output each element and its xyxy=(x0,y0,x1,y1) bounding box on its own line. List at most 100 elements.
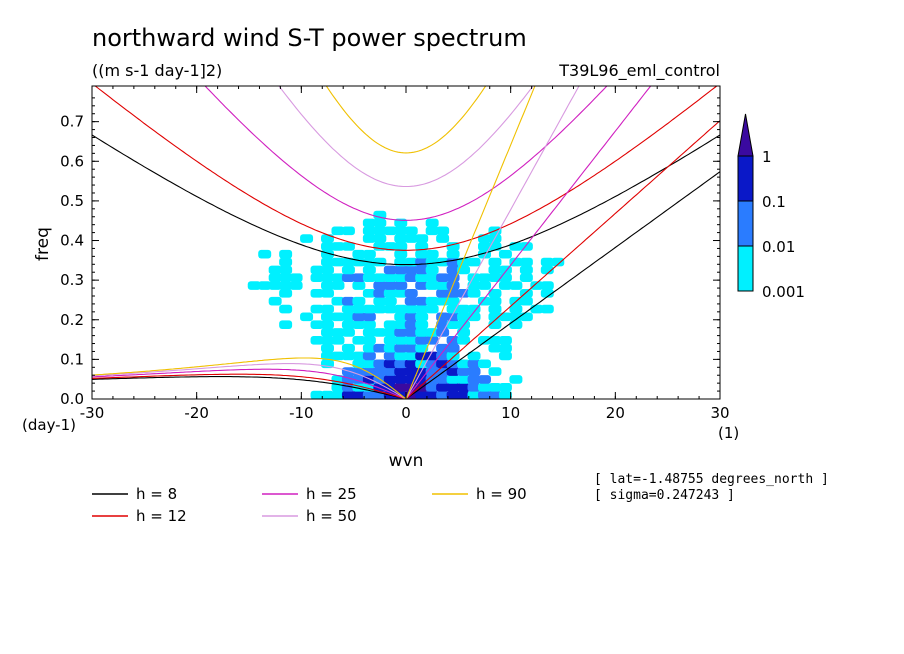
contour-cell xyxy=(519,312,533,322)
contour-cell xyxy=(362,328,376,337)
contour-cell xyxy=(352,281,366,290)
contour-cell xyxy=(279,289,293,298)
contour-cell xyxy=(404,234,418,243)
contour-cell xyxy=(362,234,376,243)
contour-cell xyxy=(341,296,355,306)
dispersion-curve xyxy=(204,86,608,221)
contour-cell xyxy=(425,218,439,228)
contour-cell xyxy=(331,296,345,306)
contour-cell xyxy=(394,265,408,275)
contour-cell xyxy=(478,359,491,369)
colorbar-segment xyxy=(737,245,754,292)
contour-cell xyxy=(362,343,376,353)
contour-cell xyxy=(394,328,408,337)
contour-cell xyxy=(352,320,366,329)
chart-units: ((m s-1 day-1]2) xyxy=(92,61,222,80)
contour-cell xyxy=(488,343,502,353)
contour-cell xyxy=(436,289,450,298)
contour-cell xyxy=(341,328,355,337)
contour-cell xyxy=(310,265,324,275)
dispersion-curve xyxy=(405,120,720,399)
contour-cell xyxy=(425,390,439,399)
contour-cell xyxy=(498,249,512,259)
contour-cell xyxy=(362,289,376,298)
contour-cell xyxy=(362,320,376,329)
contour-cell xyxy=(341,265,355,275)
contour-cell xyxy=(404,273,418,283)
contour-cell xyxy=(467,351,481,361)
contour-cell xyxy=(446,367,460,376)
contour-cell xyxy=(457,328,471,337)
contour-cell xyxy=(404,336,418,345)
contour-cell xyxy=(321,257,334,267)
contour-cell xyxy=(457,375,471,384)
contour-cell xyxy=(394,320,408,329)
contour-cell xyxy=(373,257,387,267)
contour-cell xyxy=(383,265,397,275)
contour-cell xyxy=(394,312,408,322)
spectrum-contours xyxy=(247,210,565,399)
dispersion-curve xyxy=(278,86,534,188)
contour-cell xyxy=(341,273,355,283)
contour-cell xyxy=(310,289,324,298)
contour-cell xyxy=(394,382,408,392)
contour-cell xyxy=(394,351,408,361)
contour-cell xyxy=(352,273,366,283)
contour-cell xyxy=(331,257,345,267)
contour-cell xyxy=(331,390,345,399)
contour-cell xyxy=(331,273,345,283)
contour-cell xyxy=(519,242,533,251)
contour-cell xyxy=(467,289,481,298)
contour-cell xyxy=(341,390,355,399)
legend-label: h = 50 xyxy=(306,507,357,525)
contour-cell xyxy=(383,226,397,236)
contour-cell xyxy=(383,375,397,384)
contour-cell xyxy=(247,281,261,290)
contour-cell xyxy=(488,296,502,306)
contour-cell xyxy=(310,336,324,345)
x-tick-label: -30 xyxy=(80,404,105,422)
contour-cell xyxy=(341,343,355,353)
contour-cell xyxy=(383,281,397,290)
contour-cell xyxy=(446,375,460,384)
contour-cell xyxy=(498,382,512,392)
contour-cell xyxy=(425,296,439,306)
contour-cell xyxy=(321,312,334,322)
contour-cell xyxy=(478,336,491,345)
contour-cell xyxy=(478,382,491,392)
contour-cell xyxy=(436,281,450,290)
contour-cell xyxy=(362,226,376,236)
contour-cell xyxy=(551,257,565,267)
contour-cell xyxy=(488,336,502,345)
contour-cell xyxy=(519,265,533,275)
latitude-note: [ lat=-1.48755 degrees_north ] xyxy=(594,472,829,487)
contour-cell xyxy=(488,257,502,267)
contour-cell xyxy=(310,390,324,399)
contour-cell xyxy=(341,242,355,251)
contour-cell xyxy=(383,367,397,376)
contour-cell xyxy=(373,328,387,337)
contour-cell xyxy=(373,367,387,376)
contour-cell xyxy=(415,336,429,345)
contour-cell xyxy=(467,375,481,384)
contour-cell xyxy=(446,343,460,353)
contour-cell xyxy=(394,242,408,251)
contour-cell xyxy=(519,273,533,283)
contour-cell xyxy=(404,351,418,361)
contour-cell xyxy=(436,375,450,384)
legend-label: h = 25 xyxy=(306,485,357,503)
contour-cell xyxy=(321,273,334,283)
contour-cell xyxy=(341,320,355,329)
contour-cell xyxy=(436,226,450,236)
contour-cell xyxy=(488,367,502,376)
contour-cell xyxy=(279,320,293,329)
contour-cell xyxy=(478,273,491,283)
contour-cell xyxy=(404,296,418,306)
contour-cell xyxy=(530,281,544,290)
x-tick-label: 10 xyxy=(501,404,520,422)
sigma-note: [ sigma=0.247243 ] xyxy=(594,488,735,503)
contour-cell xyxy=(467,367,481,376)
contour-cell xyxy=(383,328,397,337)
contour-cell xyxy=(383,289,397,298)
contour-cell xyxy=(425,382,439,392)
